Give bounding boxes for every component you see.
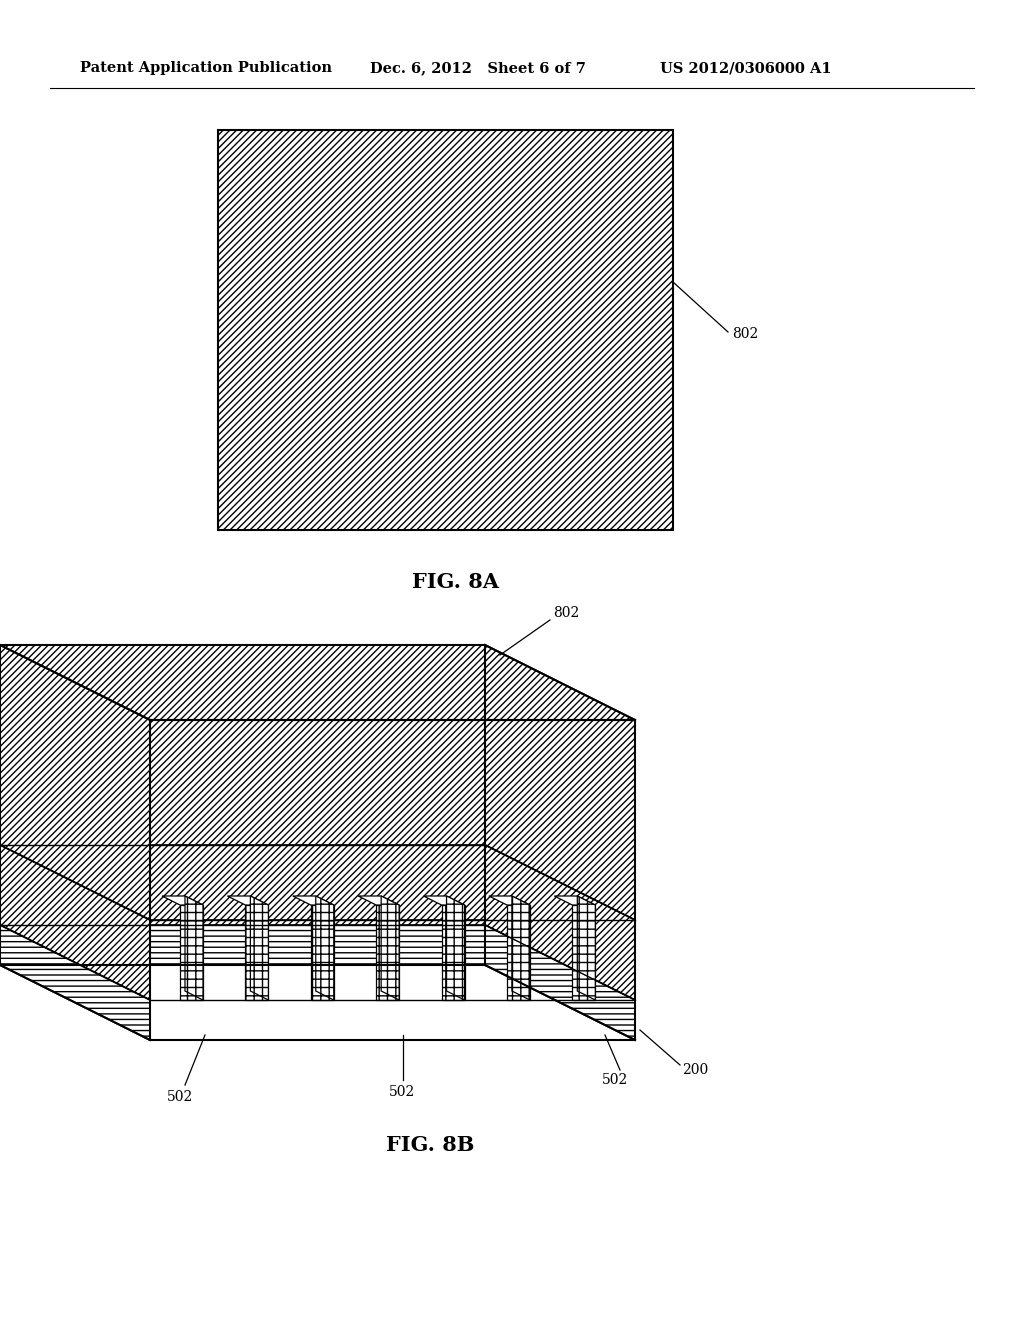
Polygon shape [507, 906, 530, 1001]
Polygon shape [572, 906, 595, 1001]
Text: 802: 802 [553, 606, 580, 620]
Polygon shape [150, 719, 635, 920]
Polygon shape [0, 965, 635, 1040]
Polygon shape [441, 906, 465, 1001]
Text: US 2012/0306000 A1: US 2012/0306000 A1 [660, 61, 831, 75]
Polygon shape [512, 896, 530, 1001]
Polygon shape [376, 906, 399, 1001]
Text: Dec. 6, 2012   Sheet 6 of 7: Dec. 6, 2012 Sheet 6 of 7 [370, 61, 586, 75]
Polygon shape [358, 896, 399, 906]
Polygon shape [150, 920, 635, 1001]
Polygon shape [227, 896, 268, 906]
Text: FIG. 8B: FIG. 8B [386, 1135, 474, 1155]
Polygon shape [0, 925, 635, 1001]
Text: FIG. 8A: FIG. 8A [412, 572, 499, 591]
Polygon shape [293, 896, 334, 906]
Text: 502: 502 [602, 1073, 628, 1086]
Polygon shape [0, 645, 150, 920]
Bar [218, 129, 673, 531]
Polygon shape [554, 896, 595, 906]
Polygon shape [0, 845, 150, 1001]
Text: 200: 200 [682, 1063, 709, 1077]
Polygon shape [162, 896, 203, 906]
Polygon shape [150, 1001, 635, 1040]
Polygon shape [0, 925, 150, 1040]
Text: 502: 502 [389, 1085, 416, 1100]
Text: 502: 502 [167, 1090, 194, 1104]
Polygon shape [246, 906, 268, 1001]
Polygon shape [185, 896, 203, 1001]
Polygon shape [424, 896, 465, 906]
Polygon shape [488, 896, 530, 906]
Polygon shape [578, 896, 595, 1001]
Polygon shape [381, 896, 399, 1001]
Polygon shape [446, 896, 465, 1001]
Polygon shape [0, 645, 635, 719]
Polygon shape [485, 925, 635, 1040]
Polygon shape [310, 906, 334, 1001]
Polygon shape [0, 845, 635, 920]
Polygon shape [315, 896, 334, 1001]
Polygon shape [180, 906, 203, 1001]
Polygon shape [485, 645, 635, 920]
Polygon shape [485, 845, 635, 1001]
Polygon shape [251, 896, 268, 1001]
Text: Patent Application Publication: Patent Application Publication [80, 61, 332, 75]
Text: 802: 802 [732, 327, 758, 341]
